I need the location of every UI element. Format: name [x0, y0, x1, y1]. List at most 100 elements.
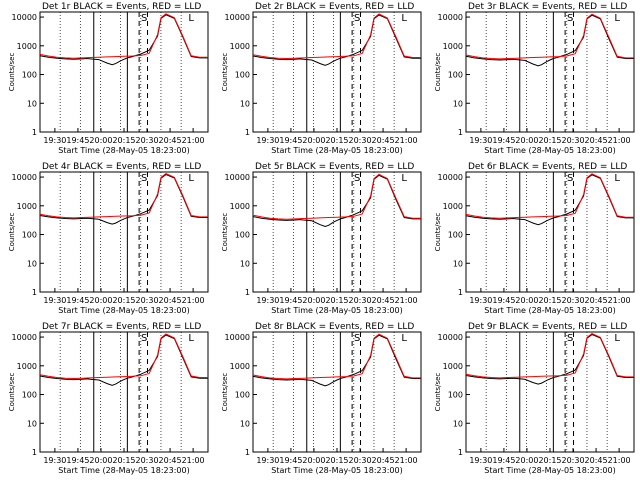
y-tick-label: 10000: [225, 13, 250, 22]
x-tick-label: 19:45: [279, 136, 302, 145]
series-line: [39, 14, 208, 66]
x-tick-label: 21:00: [395, 296, 418, 305]
y-tick-label: 10000: [438, 333, 463, 342]
y-axis-label: Counts/sec: [8, 373, 16, 412]
y-axis-label: Counts/sec: [8, 213, 16, 252]
y-tick-label: 10: [453, 99, 463, 108]
chart-panel-6: Det 6r BLACK = Events, RED = LLD 1 10 100 10…: [434, 162, 635, 315]
x-tick-label: 19:45: [492, 296, 515, 305]
series-line: [252, 174, 421, 228]
x-tick-label: 20:15: [325, 456, 348, 465]
x-tick-label: 20:00: [302, 296, 325, 305]
y-tick-label: 1000: [230, 362, 250, 371]
y-tick-label: 100: [448, 231, 463, 240]
x-tick-label: 21:00: [608, 456, 631, 465]
x-tick-label: 19:45: [279, 296, 302, 305]
plot-frame: [39, 171, 209, 293]
x-tick-label: 20:30: [136, 136, 159, 145]
x-axis-label: Start Time (28-May-05 18:23:00): [58, 306, 189, 315]
y-tick-label: 1: [32, 288, 37, 297]
x-tick-label: 21:00: [395, 136, 418, 145]
y-tick-label: 1: [32, 448, 37, 457]
x-axis-label: Start Time (28-May-05 18:23:00): [271, 146, 402, 155]
chart-title: Det 9r BLACK = Events, RED = LLD: [468, 322, 627, 332]
y-tick-label: 10: [27, 99, 37, 108]
series-line: [465, 334, 634, 385]
y-axis-label: Counts/sec: [221, 373, 229, 412]
x-tick-label: 20:30: [136, 296, 159, 305]
y-tick-label: 100: [448, 391, 463, 400]
x-tick-label: 20:30: [562, 136, 585, 145]
annotation-label: L: [401, 333, 407, 344]
x-tick-label: 20:00: [515, 136, 538, 145]
annotation-label: S: [354, 13, 360, 24]
y-tick-label: 1: [458, 128, 463, 137]
y-tick-label: 1000: [443, 362, 463, 371]
chart-panel-7: Det 7r BLACK = Events, RED = LLD 1 10 100 10…: [8, 322, 209, 475]
x-tick-label: 20:15: [538, 136, 561, 145]
annotation-label: S: [141, 333, 147, 344]
x-tick-label: 20:45: [585, 136, 608, 145]
x-tick-label: 19:30: [43, 296, 66, 305]
y-tick-label: 1: [458, 448, 463, 457]
x-tick-label: 20:30: [349, 136, 372, 145]
x-tick-label: 20:45: [372, 296, 395, 305]
annotation-label: S: [567, 13, 573, 24]
y-axis-label: Counts/sec: [434, 53, 442, 92]
series-line: [39, 333, 208, 380]
y-axis-label: Counts/sec: [434, 373, 442, 412]
chart-panel-4: Det 4r BLACK = Events, RED = LLD 1 10 100 10…: [8, 162, 209, 315]
x-axis-label: Start Time (28-May-05 18:23:00): [484, 306, 615, 315]
annotation-label: L: [401, 13, 407, 24]
x-tick-label: 21:00: [608, 296, 631, 305]
x-axis-label: Start Time (28-May-05 18:23:00): [58, 466, 189, 475]
series-line: [252, 13, 421, 60]
x-tick-label: 21:00: [182, 456, 205, 465]
chart-title: Det 8r BLACK = Events, RED = LLD: [255, 322, 414, 332]
x-tick-label: 19:30: [43, 136, 66, 145]
y-tick-label: 100: [235, 231, 250, 240]
plot-frame: [465, 171, 635, 293]
x-tick-label: 21:00: [182, 296, 205, 305]
y-tick-label: 10: [240, 99, 250, 108]
x-axis-label: Start Time (28-May-05 18:23:00): [58, 146, 189, 155]
plot-frame: [252, 11, 422, 133]
y-tick-label: 1: [245, 288, 250, 297]
annotation-label: L: [614, 173, 620, 184]
x-tick-label: 19:30: [469, 456, 492, 465]
x-tick-label: 19:30: [43, 456, 66, 465]
x-tick-label: 20:15: [112, 456, 135, 465]
x-tick-label: 20:15: [538, 456, 561, 465]
y-tick-label: 1000: [230, 202, 250, 211]
x-axis-label: Start Time (28-May-05 18:23:00): [271, 466, 402, 475]
series-line: [39, 334, 208, 386]
plot-frame: [465, 331, 635, 453]
y-tick-label: 100: [235, 71, 250, 80]
chart-title: Det 3r BLACK = Events, RED = LLD: [468, 2, 627, 12]
x-tick-label: 19:45: [279, 456, 302, 465]
series-line: [252, 334, 421, 387]
x-tick-label: 20:45: [372, 456, 395, 465]
annotation-label: L: [188, 173, 194, 184]
x-tick-label: 20:45: [372, 136, 395, 145]
x-tick-label: 20:45: [585, 296, 608, 305]
x-tick-label: 20:45: [159, 136, 182, 145]
chart-title: Det 7r BLACK = Events, RED = LLD: [42, 322, 201, 332]
series-line: [252, 173, 421, 220]
y-tick-label: 1000: [17, 202, 37, 211]
y-tick-label: 10000: [12, 173, 37, 182]
y-tick-label: 10: [453, 259, 463, 268]
y-tick-label: 100: [22, 391, 37, 400]
y-tick-label: 10: [27, 419, 37, 428]
series-line: [465, 173, 634, 219]
x-tick-label: 20:30: [562, 456, 585, 465]
series-line: [39, 174, 208, 225]
annotation-label: L: [614, 13, 620, 24]
x-tick-label: 19:45: [66, 456, 89, 465]
chart-title: Det 1r BLACK = Events, RED = LLD: [42, 2, 201, 12]
x-tick-label: 19:45: [492, 136, 515, 145]
x-axis-label: Start Time (28-May-05 18:23:00): [484, 466, 615, 475]
y-tick-label: 100: [22, 71, 37, 80]
y-tick-label: 10000: [438, 13, 463, 22]
